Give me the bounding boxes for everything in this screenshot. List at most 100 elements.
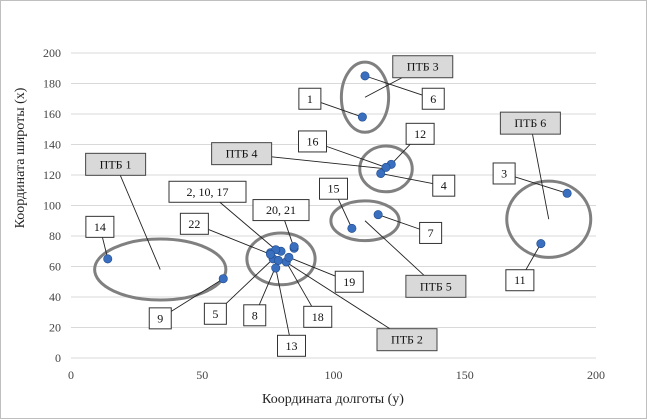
cluster-label-box [211, 142, 273, 166]
cluster-label: ПТБ 3 [407, 60, 439, 74]
cluster-label-box [376, 328, 438, 352]
point-label: 19 [343, 275, 355, 289]
cluster-leader-2 [532, 134, 550, 220]
cluster-label: ПТБ 4 [226, 147, 258, 161]
y-tick-label: 60 [49, 260, 61, 274]
point-label: 7 [428, 226, 434, 240]
point-label: 13 [286, 339, 298, 353]
point-label-box [148, 307, 172, 330]
y-tick-label: 200 [43, 46, 61, 60]
y-tick-label: 20 [49, 321, 61, 335]
x-axis-label: Координата долготы (y) [262, 392, 404, 407]
point-leader-3 [326, 145, 387, 168]
point-label: 18 [312, 310, 324, 324]
point-label-box [405, 122, 435, 145]
point-label-box [492, 162, 516, 185]
y-tick-label: 160 [43, 107, 61, 121]
point-label-box [85, 215, 115, 238]
x-tick-label: 200 [587, 368, 605, 382]
data-point-13 [271, 263, 281, 273]
point-label-box [505, 269, 535, 292]
cluster-label-box [499, 111, 561, 135]
y-axis-label: Координата широты (x) [13, 87, 28, 228]
data-point-9 [218, 274, 228, 284]
point-label: 16 [307, 134, 319, 148]
y-tick-label: 100 [43, 199, 61, 213]
point-label-box [298, 87, 322, 110]
point-label-box [421, 87, 445, 110]
data-point-14 [103, 254, 113, 264]
point-label-box [319, 177, 348, 200]
point-label: 3 [501, 166, 507, 180]
point-leader-17 [285, 261, 313, 307]
y-tick-label: 120 [43, 168, 61, 182]
point-leader-2 [390, 144, 411, 165]
y-tick-label: 180 [43, 77, 61, 91]
cluster-ellipse-5 [329, 199, 401, 243]
data-point-6 [360, 71, 370, 81]
data-point-4 [376, 168, 386, 178]
cluster-label: ПТБ 6 [514, 116, 546, 130]
point-label-box [419, 221, 443, 244]
y-tick-label: 140 [43, 138, 61, 152]
cluster-label-box [85, 152, 147, 176]
cluster-label: ПТБ 5 [420, 279, 452, 293]
data-point-21 [289, 242, 299, 252]
point-label: 22 [188, 217, 200, 231]
point-leader-16 [275, 267, 290, 336]
data-points [103, 71, 572, 284]
data-point-11 [536, 239, 546, 249]
point-label: 6 [430, 92, 436, 106]
cluster-ellipses [93, 60, 593, 302]
point-leader-18 [288, 256, 336, 277]
cluster-leader-3 [119, 175, 161, 270]
x-tick-label: 50 [196, 368, 208, 382]
annotation-leaders [102, 75, 568, 336]
data-point-8 [273, 255, 283, 265]
point-label: 15 [328, 182, 340, 196]
cluster-label: ПТБ 1 [100, 157, 132, 171]
point-label-box [203, 302, 227, 325]
x-tick-label: 0 [68, 368, 74, 382]
data-point-15 [347, 223, 357, 233]
point-label-box [168, 180, 247, 203]
point-leader-10 [219, 201, 277, 251]
point-label-box [334, 270, 364, 293]
point-label: 2, 10, 17 [187, 185, 229, 199]
cluster-ellipse-3 [339, 60, 391, 134]
point-leader-11 [208, 228, 271, 255]
cluster-label-box [392, 55, 454, 79]
point-label: 4 [441, 179, 447, 193]
x-tick-label: 100 [325, 368, 343, 382]
point-label: 11 [514, 273, 526, 287]
cluster-leader-4 [364, 220, 425, 276]
cluster-ellipse-1 [93, 237, 228, 302]
data-point-1 [357, 112, 367, 122]
x-tick-labels: 0 50 100 150 200 [68, 368, 605, 382]
point-label-box [298, 130, 327, 153]
point-label-box [243, 304, 267, 327]
point-leader-6 [337, 199, 353, 229]
point-label: 5 [212, 307, 218, 321]
cluster-ellipse-6 [505, 179, 593, 259]
y-tick-label: 80 [49, 229, 61, 243]
cluster-label: ПТБ 2 [391, 333, 423, 347]
point-label-box [277, 334, 306, 357]
cluster-leader-1 [271, 156, 387, 170]
data-point-7 [373, 210, 383, 220]
point-leader-5 [514, 176, 568, 194]
cluster-leader-0 [364, 77, 403, 98]
cluster-ellipse-2 [245, 231, 317, 287]
point-leader-14 [226, 258, 274, 304]
point-label: 9 [157, 311, 163, 325]
point-leader-8 [525, 243, 542, 270]
data-point-16 [381, 162, 391, 172]
cluster-ellipse-4 [358, 144, 414, 194]
data-point-3 [562, 188, 572, 198]
cluster-leader-5 [280, 258, 391, 330]
y-tick-label: 40 [49, 290, 61, 304]
point-label-box [252, 199, 310, 222]
